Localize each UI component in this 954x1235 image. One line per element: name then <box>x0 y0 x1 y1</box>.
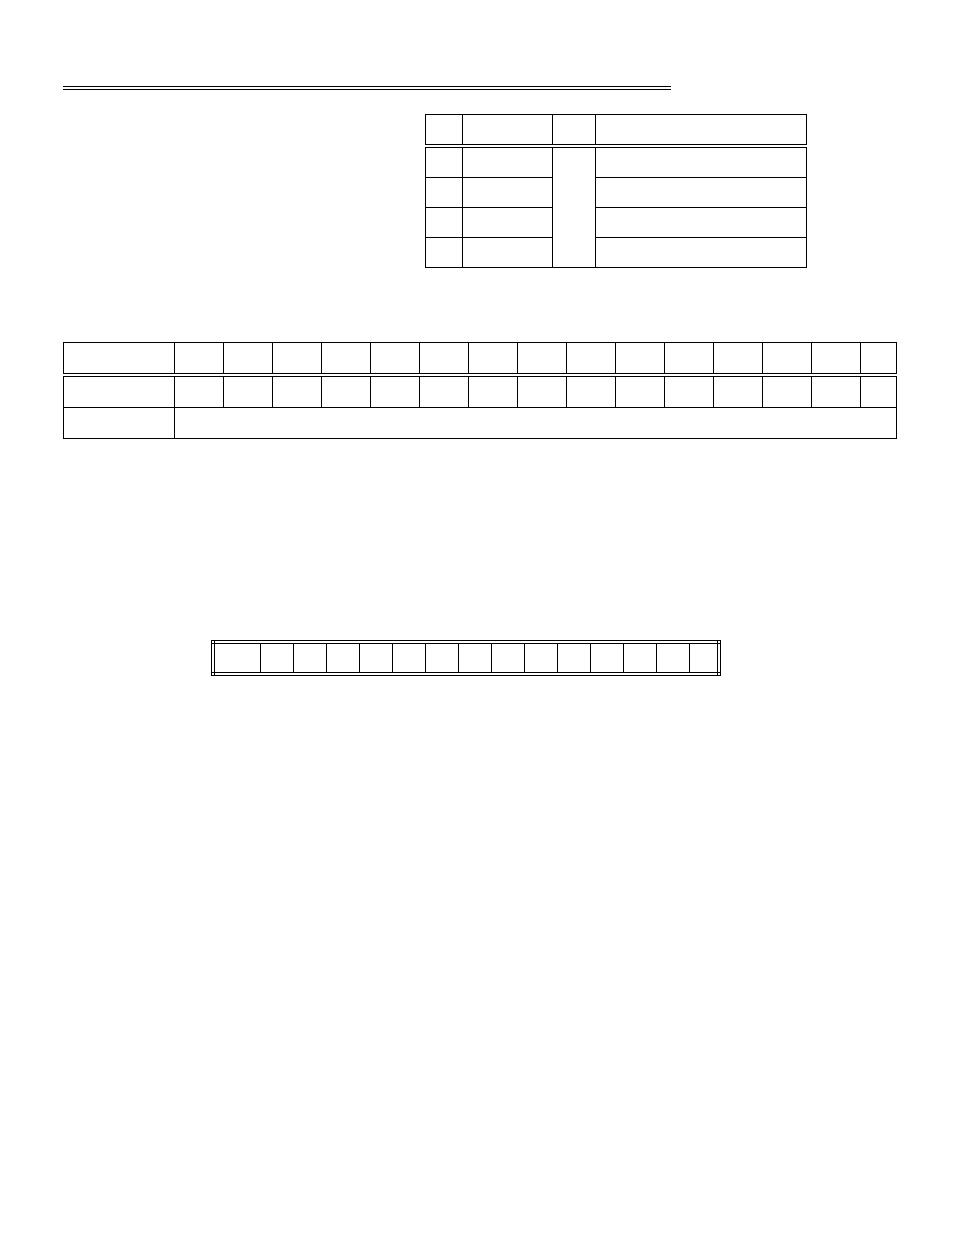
cell <box>224 375 273 408</box>
cell <box>463 238 553 268</box>
table-row <box>426 115 807 147</box>
cell <box>665 343 714 376</box>
cell <box>518 343 567 376</box>
cell <box>393 642 426 674</box>
cell <box>463 115 553 147</box>
cell <box>812 375 861 408</box>
cell <box>463 146 553 178</box>
cell <box>469 375 518 408</box>
cell <box>322 375 371 408</box>
table-row <box>426 238 807 268</box>
cell-merged <box>553 146 596 268</box>
cell <box>64 343 175 376</box>
table-row <box>426 208 807 238</box>
cell <box>591 642 624 674</box>
cell <box>360 642 393 674</box>
cell <box>175 375 224 408</box>
cell <box>420 375 469 408</box>
cell <box>322 343 371 376</box>
cell <box>812 343 861 376</box>
cell <box>596 238 807 268</box>
cell <box>273 343 322 376</box>
cell <box>518 375 567 408</box>
cell <box>657 642 690 674</box>
cell <box>469 343 518 376</box>
page <box>0 0 954 1235</box>
cell <box>426 642 459 674</box>
cell <box>763 375 812 408</box>
cell <box>294 642 327 674</box>
cell <box>426 238 463 268</box>
cell <box>616 343 665 376</box>
cell <box>64 375 175 408</box>
cell <box>665 375 714 408</box>
cell <box>261 642 294 674</box>
cell <box>596 115 807 147</box>
cell <box>763 343 812 376</box>
cell <box>426 178 463 208</box>
table-row <box>64 408 897 439</box>
cell <box>426 115 463 147</box>
cell <box>553 115 596 147</box>
cell <box>624 642 657 674</box>
cell <box>861 343 897 376</box>
cell <box>714 375 763 408</box>
cell <box>690 642 720 674</box>
cell <box>596 178 807 208</box>
table-row <box>213 642 719 674</box>
table-row <box>64 375 897 408</box>
cell <box>371 375 420 408</box>
cell <box>224 343 273 376</box>
wide-table <box>63 342 897 439</box>
cell <box>273 375 322 408</box>
cell <box>596 146 807 178</box>
cell <box>459 642 492 674</box>
table-row <box>426 178 807 208</box>
cell <box>420 343 469 376</box>
cell <box>463 208 553 238</box>
cell <box>371 343 420 376</box>
cell <box>426 208 463 238</box>
cell <box>596 208 807 238</box>
top-double-rule <box>63 86 671 90</box>
cell <box>64 408 175 439</box>
cell <box>175 343 224 376</box>
cell <box>463 178 553 208</box>
cell <box>714 343 763 376</box>
cell <box>616 375 665 408</box>
table-row <box>426 146 807 178</box>
cell <box>426 146 463 178</box>
cell <box>558 642 591 674</box>
bit-strip <box>211 640 721 676</box>
cell <box>567 343 616 376</box>
cell <box>327 642 360 674</box>
cell <box>567 375 616 408</box>
cell <box>525 642 558 674</box>
cell-spanned <box>175 408 897 439</box>
small-table <box>425 114 807 268</box>
cell <box>213 642 261 674</box>
cell <box>861 375 897 408</box>
cell <box>492 642 525 674</box>
table-row <box>64 343 897 376</box>
